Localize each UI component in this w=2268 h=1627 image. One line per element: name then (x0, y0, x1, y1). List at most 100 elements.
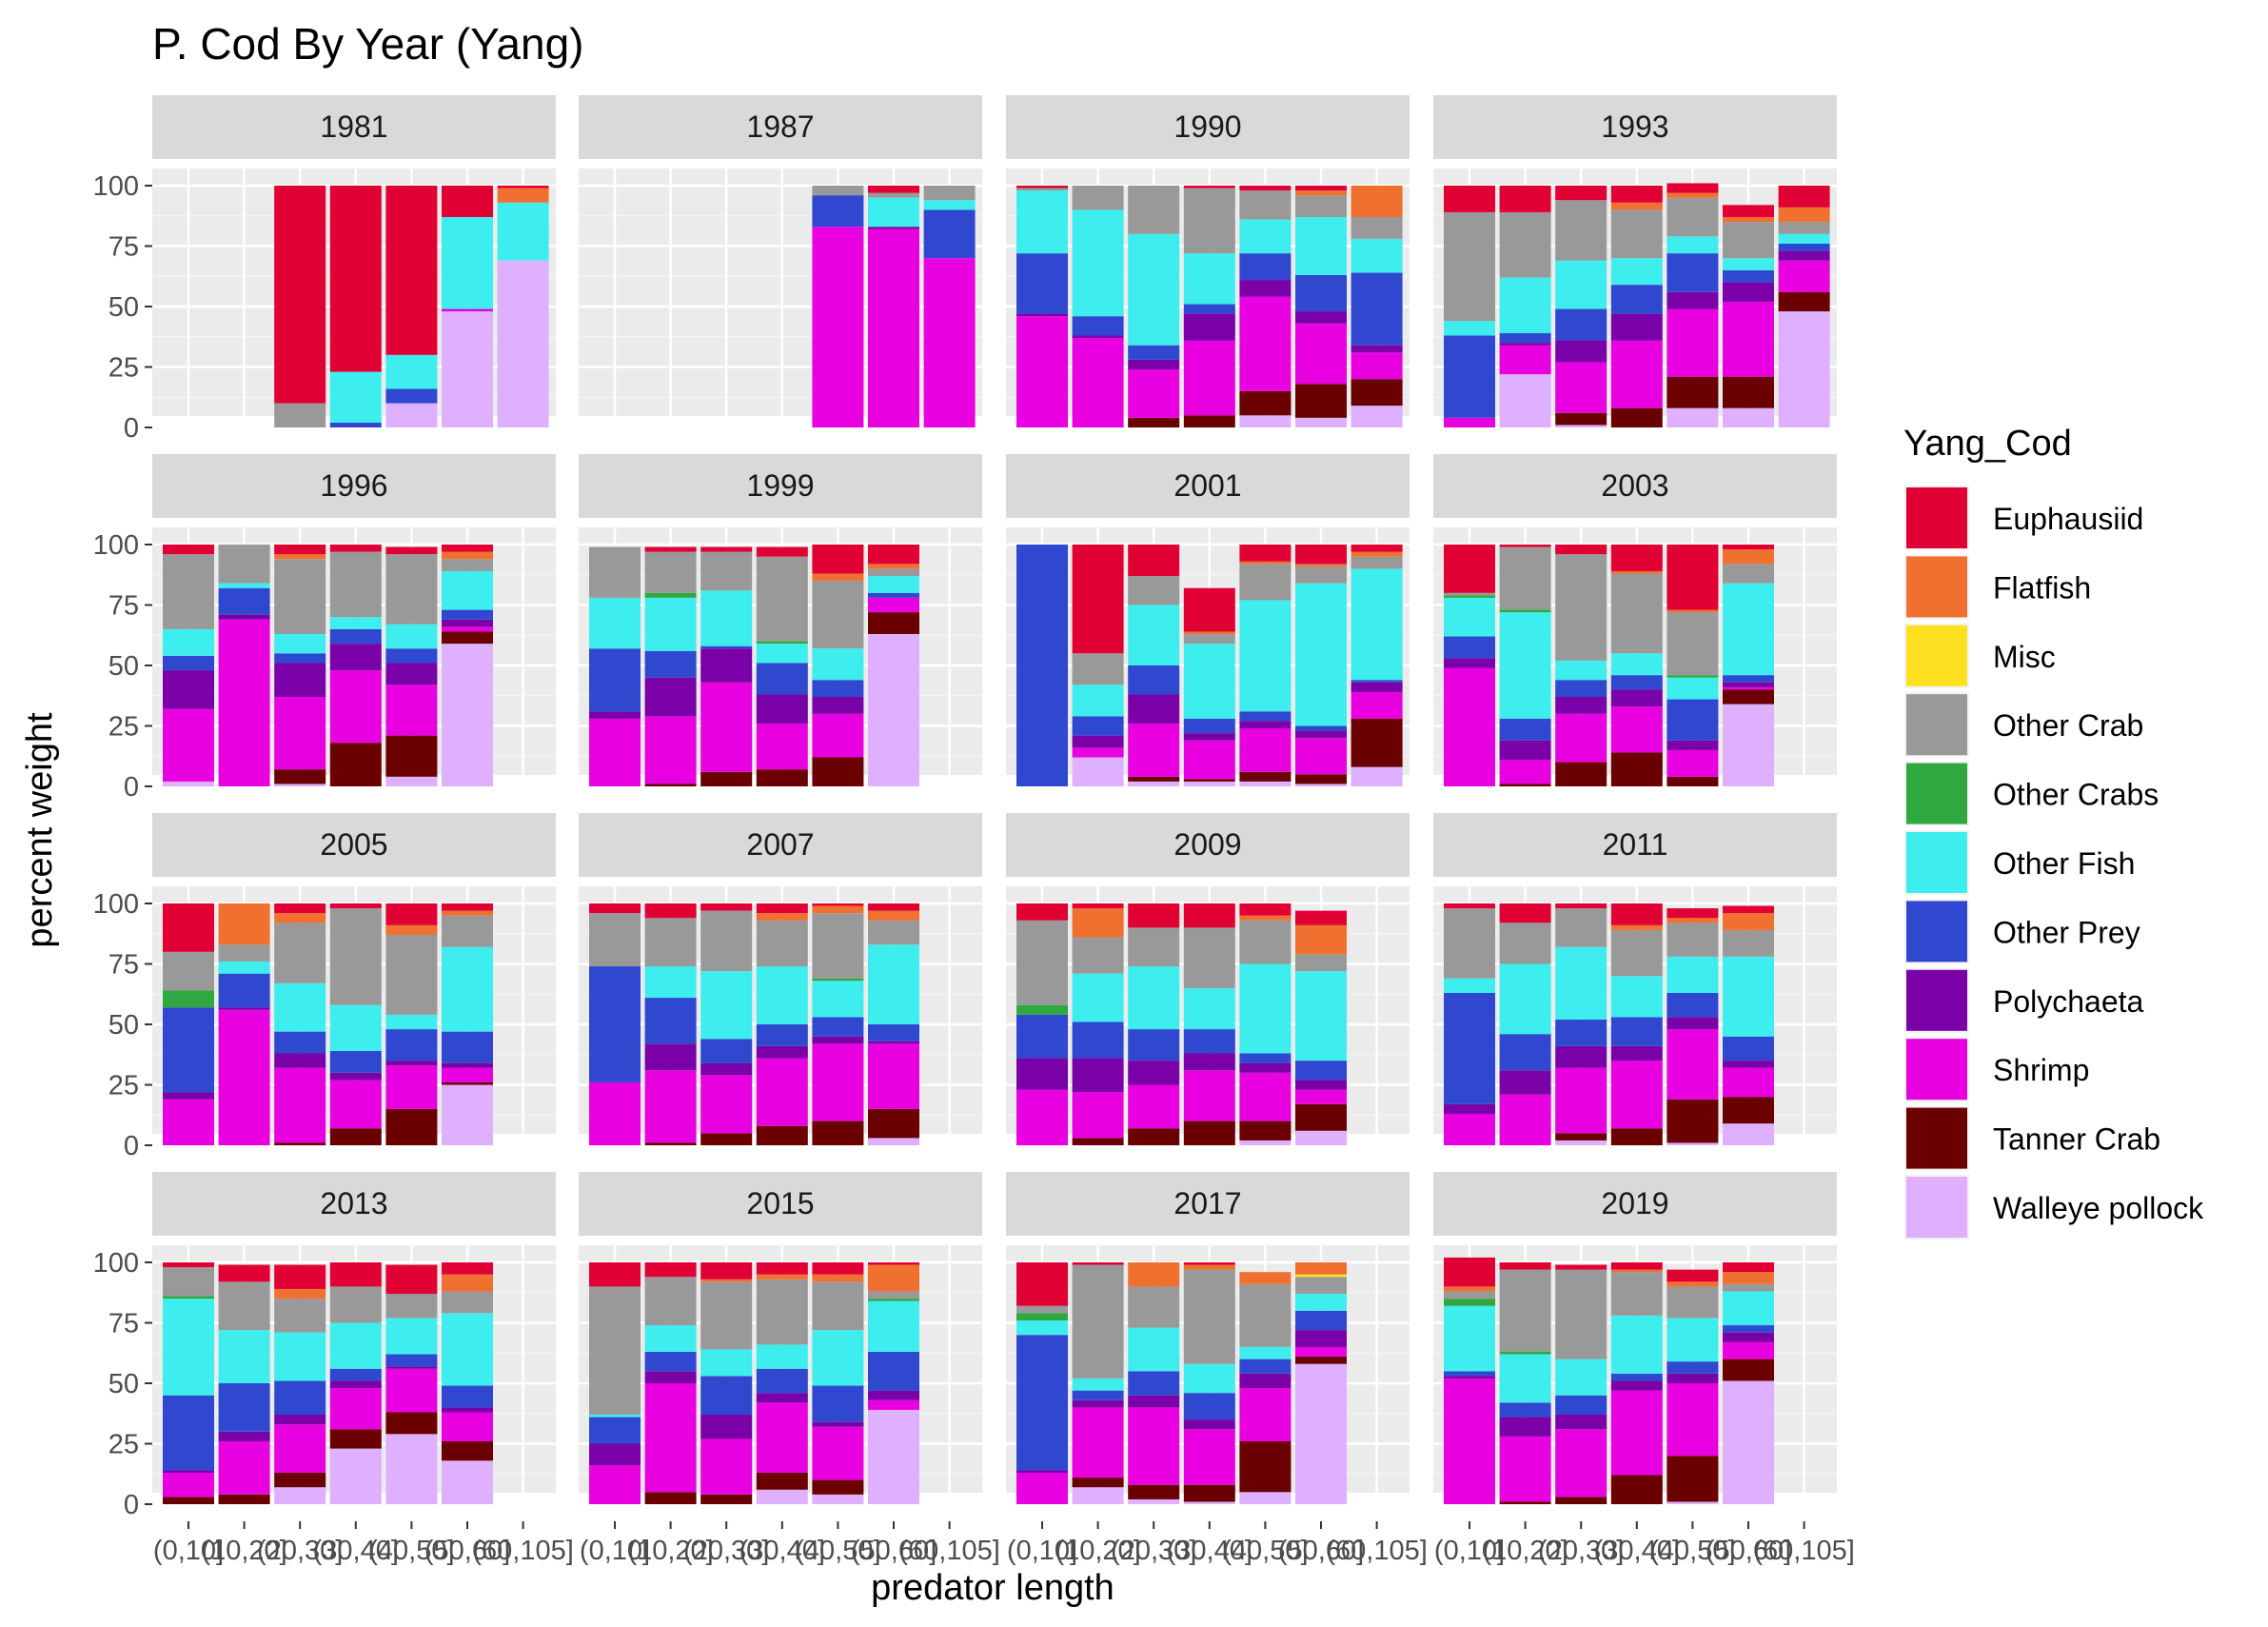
bar-segment (812, 1036, 864, 1044)
bar-segment (1072, 186, 1124, 210)
legend-key-shrimp (1906, 1039, 1967, 1101)
bar-segment (1128, 776, 1180, 782)
bar-segment (1183, 631, 1235, 634)
x-tick-label: (60,105] (1326, 1536, 1427, 1566)
bar-segment (1183, 587, 1235, 632)
bar-segment (329, 1004, 382, 1051)
bar-segment (218, 1494, 270, 1504)
bar-segment (868, 920, 919, 945)
bar-segment (868, 612, 919, 634)
bar-segment (1183, 1262, 1235, 1265)
bar-segment (700, 546, 753, 552)
bar-segment (1072, 747, 1124, 758)
bar-segment (385, 1029, 438, 1062)
bar-segment (329, 1072, 382, 1081)
bar-segment (1295, 910, 1347, 925)
bar-segment (163, 990, 214, 1008)
panel-strip-label: 1993 (1601, 109, 1668, 144)
bar-segment (756, 694, 808, 724)
bar-segment (1499, 332, 1551, 344)
bar-segment (1778, 207, 1830, 223)
bar-segment (1723, 1067, 1774, 1098)
bar-segment (1128, 1262, 1180, 1287)
bar-segment (1610, 407, 1663, 427)
panel-2003: 2003 (1433, 454, 1837, 804)
bar-segment (700, 648, 753, 683)
bar-segment (1444, 1299, 1495, 1306)
bar-segment (923, 258, 976, 427)
bar-segment (218, 545, 270, 584)
bar-segment (868, 1299, 919, 1301)
bar-segment (1723, 1359, 1774, 1381)
bar-segment (497, 260, 549, 427)
bar-segment (1239, 1346, 1292, 1359)
bar-segment (1239, 1072, 1292, 1121)
bar-segment (589, 1465, 641, 1504)
panel-1981: 1981 0 25 50 75 100 (93, 95, 556, 445)
bar-segment (274, 923, 326, 983)
bar-segment (385, 354, 438, 389)
panel-strip-label: 1996 (320, 468, 387, 503)
bar-segment (756, 1344, 808, 1369)
bar-segment (1666, 776, 1719, 786)
bar-segment (700, 1262, 753, 1280)
bar-segment (1555, 1359, 1607, 1396)
bar-segment (163, 670, 214, 709)
bar-segment (329, 551, 382, 618)
bar-segment (1444, 592, 1495, 596)
bar-segment (1072, 1390, 1124, 1400)
bar-segment (756, 641, 808, 645)
bar-segment (1723, 282, 1774, 302)
bar-segment (1499, 546, 1551, 610)
bar-segment (1723, 217, 1774, 223)
bar-segment (868, 564, 919, 569)
bar-segment (1239, 920, 1292, 964)
bar-segment (1072, 1378, 1124, 1391)
bar-segment (1610, 1017, 1663, 1046)
bar-segment (1183, 1264, 1235, 1270)
bar-segment (385, 186, 438, 355)
bar-segment (1778, 243, 1830, 251)
bar-segment (868, 545, 919, 565)
x-tick-label: (20,30] (1538, 1536, 1624, 1566)
bar-segment (1666, 1456, 1719, 1502)
bar-segment (1610, 1045, 1663, 1062)
bar-segment (274, 554, 326, 560)
bar-segment (1666, 1361, 1719, 1374)
y-tick-label: 75 (108, 591, 139, 622)
bar-segment (1499, 1034, 1551, 1071)
bar-segment (1555, 946, 1607, 1020)
panel-strip-label: 1990 (1173, 109, 1241, 144)
bar-segment (442, 631, 493, 645)
bar-segment (589, 718, 641, 786)
bar-segment (1666, 197, 1719, 237)
bar-segment (868, 197, 919, 228)
bar-segment (1666, 1029, 1719, 1100)
bar-segment (868, 597, 919, 613)
x-tick-label: (20,30] (1111, 1536, 1196, 1566)
bar-segment (1666, 183, 1719, 193)
legend-title: Yang_Cod (1903, 424, 2072, 464)
bar-segment (1666, 956, 1719, 993)
bar-segment (1128, 605, 1180, 665)
x-tick-label: (10,20] (201, 1536, 286, 1566)
bar-segment (329, 422, 382, 427)
bar-segment (442, 903, 493, 911)
bar-segment (868, 227, 919, 229)
bar-segment (274, 1472, 326, 1488)
bar-segment (442, 1062, 493, 1068)
bar-segment (442, 626, 493, 632)
bar-segment (756, 769, 808, 786)
bar-segment (1610, 752, 1663, 786)
bar-segment (812, 1479, 864, 1495)
bar-segment (1128, 1407, 1180, 1485)
bar-segment (1555, 1067, 1607, 1134)
y-tick-label: 50 (108, 1010, 139, 1041)
bar-segment (1295, 195, 1347, 218)
x-tick-label: (10,20] (1482, 1536, 1568, 1566)
bar-segment (1239, 545, 1292, 562)
bar-segment (1444, 1113, 1495, 1145)
bar-segment (1295, 1277, 1347, 1295)
bar-segment (700, 910, 753, 972)
panel-2017: 2017 (0,10](10,20](20,30](30,40](40,50](5… (1006, 1172, 1428, 1566)
